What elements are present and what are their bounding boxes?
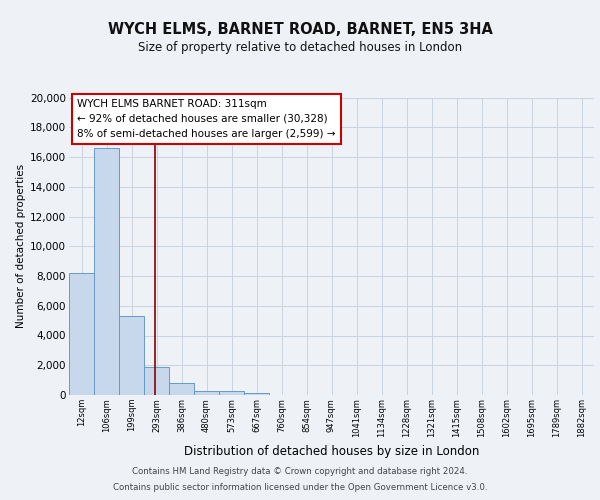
Text: WYCH ELMS, BARNET ROAD, BARNET, EN5 3HA: WYCH ELMS, BARNET ROAD, BARNET, EN5 3HA (107, 22, 493, 38)
Bar (144, 368, 169, 395)
Bar (194, 391, 219, 395)
X-axis label: Distribution of detached houses by size in London: Distribution of detached houses by size … (184, 445, 479, 458)
Bar (244, 393, 269, 395)
Text: Contains public sector information licensed under the Open Government Licence v3: Contains public sector information licen… (113, 483, 487, 492)
Bar (69, 273, 94, 395)
Bar (119, 316, 144, 395)
Bar (169, 383, 194, 395)
Bar (94, 148, 119, 395)
Bar (219, 391, 244, 395)
Text: Contains HM Land Registry data © Crown copyright and database right 2024.: Contains HM Land Registry data © Crown c… (132, 467, 468, 476)
Text: Size of property relative to detached houses in London: Size of property relative to detached ho… (138, 41, 462, 54)
Text: WYCH ELMS BARNET ROAD: 311sqm
← 92% of detached houses are smaller (30,328)
8% o: WYCH ELMS BARNET ROAD: 311sqm ← 92% of d… (77, 99, 335, 138)
Y-axis label: Number of detached properties: Number of detached properties (16, 164, 26, 328)
